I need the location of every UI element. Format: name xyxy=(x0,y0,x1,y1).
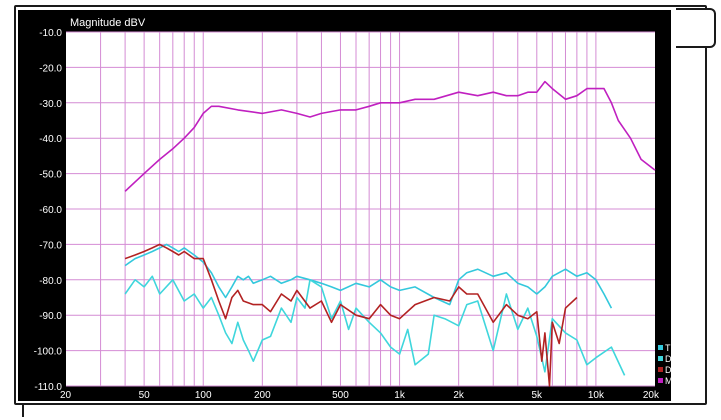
legend-swatch xyxy=(658,367,663,372)
x-tick-label: 500 xyxy=(332,390,349,401)
x-tick-label: 1k xyxy=(394,390,406,401)
x-tick-label: 5k xyxy=(532,390,544,401)
x-tick-label: 2k xyxy=(453,390,465,401)
outer-frame xyxy=(14,5,707,405)
side-frame-tab xyxy=(676,8,716,48)
frame-hook xyxy=(22,405,24,417)
legend-label: D3 xyxy=(665,354,671,364)
y-tick-label: -60.0 xyxy=(39,205,62,216)
series-line-d3 xyxy=(124,275,626,376)
x-tick-label: 10k xyxy=(588,390,605,401)
x-tick-label: 200 xyxy=(254,390,271,401)
legend-label: THD xyxy=(665,343,671,353)
y-tick-label: -80.0 xyxy=(39,276,62,287)
chart-panel: 20 50 100 200 500 1k 2k 5k 10k 20k -10.0 -20.0 -30.0… xyxy=(18,10,688,401)
x-tick-label: 100 xyxy=(195,390,212,401)
frequency-response-chart: 20 50 100 200 500 1k 2k 5k 10k 20k -10.0 -20.0 -30.0… xyxy=(34,17,688,401)
x-tick-label: 20k xyxy=(643,390,660,401)
y-tick-label: -20.0 xyxy=(39,63,62,74)
y-tick-label: -50.0 xyxy=(39,170,62,181)
series-line-d2 xyxy=(124,243,578,387)
series-layer xyxy=(124,80,656,387)
legend-swatch xyxy=(658,356,663,361)
axis-layer: 20 50 100 200 500 1k 2k 5k 10k 20k -10.0 -20.0 -30.0… xyxy=(34,28,660,401)
y-tick-label: -10.0 xyxy=(39,28,62,39)
y-tick-label: -110.0 xyxy=(34,382,62,393)
series-line-thd xyxy=(124,243,613,309)
legend-label: Magn xyxy=(665,376,671,386)
chart-title: Magnitude dBV xyxy=(70,17,146,29)
y-tick-label: -40.0 xyxy=(39,134,62,145)
legend-swatch xyxy=(658,345,663,350)
y-tick-label: -100.0 xyxy=(34,347,63,358)
y-tick-label: -90.0 xyxy=(39,311,62,322)
x-tick-label: 20 xyxy=(60,390,72,401)
legend-swatch xyxy=(658,378,663,383)
y-tick-label: -30.0 xyxy=(39,99,62,110)
y-tick-label: -70.0 xyxy=(39,240,62,251)
legend-label: D2 xyxy=(665,365,671,375)
series-line-magn xyxy=(124,80,656,192)
x-tick-label: 50 xyxy=(139,390,151,401)
